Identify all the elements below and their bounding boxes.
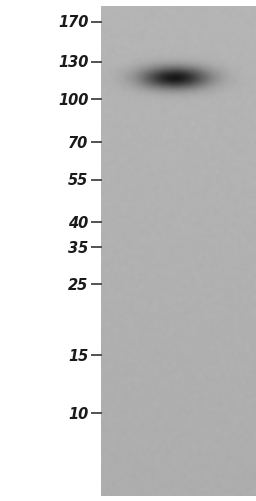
Text: 25: 25 [68, 277, 88, 292]
Text: 170: 170 [58, 15, 88, 30]
Text: 70: 70 [68, 135, 88, 150]
Text: 55: 55 [68, 173, 88, 188]
Text: 130: 130 [58, 55, 88, 70]
Text: 40: 40 [68, 215, 88, 230]
Text: 15: 15 [68, 348, 88, 363]
Text: 100: 100 [58, 93, 88, 108]
Text: 10: 10 [68, 406, 88, 421]
Text: 35: 35 [68, 240, 88, 256]
